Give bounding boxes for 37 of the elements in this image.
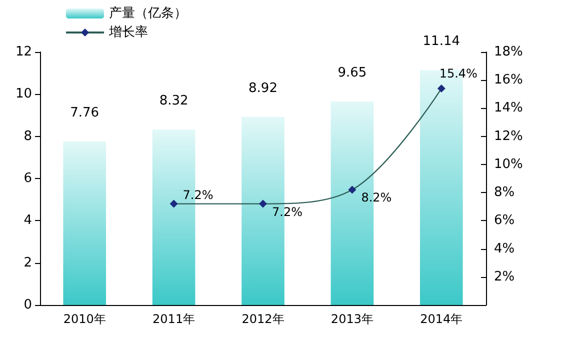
y-tick-label: 2 [24,255,32,270]
x-tick-label: 2013年 [330,312,374,326]
y-tick-label: 0 [24,298,32,312]
data-label: 8.92 [248,80,278,96]
point [259,200,267,208]
y2-tick-label: 8% [494,185,515,200]
y2-tick-label: 18% [494,44,523,60]
point [170,200,178,208]
y2-tick-label: 14% [494,100,523,116]
y-tick-label: 12 [15,44,32,60]
x-tick-label: 2010年 [63,312,106,326]
y-tick-label: 4 [24,213,32,228]
data-label: 11.14 [422,34,460,50]
y2-tick-label: 4% [494,241,515,256]
point [348,186,356,194]
data-label: 7.2% [182,188,214,202]
y-tick-label: 6 [24,171,32,186]
y-tick-label: 10 [15,86,32,102]
x-tick-label: 2012年 [242,312,284,326]
y-tick-label: 8 [24,128,32,144]
x-tick-label: 2014年 [420,312,463,326]
point [437,84,446,93]
y2-tick-label: 6% [494,213,515,228]
legend-label: 增长率 [108,24,148,40]
bar [63,141,106,305]
data-label: 7.2% [272,204,302,219]
data-label: 8.2% [361,190,392,205]
data-label: 7.76 [70,105,100,120]
y2-tick-label: 12% [494,128,523,144]
data-label: 9.65 [338,66,367,81]
x-tick-label: 2011年 [152,312,196,326]
y2-tick-label: 2% [494,269,515,284]
legend-label: 产量（亿条） [109,6,187,21]
y2-tick-label: 10% [494,156,523,172]
data-label: 8.32 [159,94,188,109]
y2-tick-label: 16% [494,72,523,88]
data-label: 15.4% [439,66,478,81]
